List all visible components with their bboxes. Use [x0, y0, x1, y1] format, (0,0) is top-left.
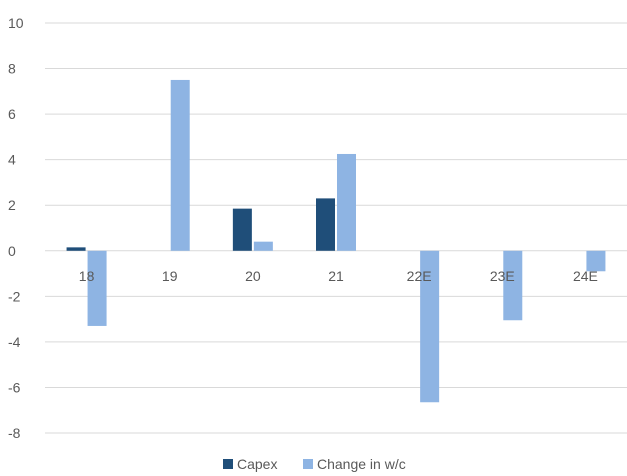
bar-change-in-w-c-24e [586, 250, 606, 272]
bar-change-in-w-c-18 [87, 250, 107, 326]
x-tick-label: 23E [490, 268, 515, 284]
bar-change-in-w-c-19 [170, 79, 190, 251]
legend-swatch-capex [223, 459, 233, 469]
y-tick-label: -2 [8, 288, 21, 304]
x-tick-label: 22E [407, 268, 432, 284]
legend: Capex Change in w/c [223, 456, 406, 472]
y-tick-label: 8 [8, 61, 16, 77]
legend-swatch-change-in-wc [303, 459, 313, 469]
bar-capex-21 [316, 198, 335, 251]
gridlines [45, 22, 627, 434]
bar-change-in-w-c-20 [253, 241, 273, 251]
bar-series [66, 79, 606, 403]
legend-label-change-in-wc: Change in w/c [317, 456, 406, 472]
y-tick-label: 6 [8, 106, 16, 122]
x-tick-label: 18 [79, 268, 95, 284]
bar-capex-18 [66, 247, 86, 251]
y-tick-label: 2 [8, 197, 16, 213]
bar-change-in-w-c-23e [503, 250, 523, 321]
x-tick-label: 24E [573, 268, 598, 284]
x-tick-label: 20 [245, 268, 261, 284]
y-tick-label: 4 [8, 152, 16, 168]
x-axis-ticks: 18 19 20 21 22E 23E 24E [79, 268, 598, 284]
y-tick-label: -8 [8, 425, 21, 441]
y-tick-label: 0 [8, 243, 16, 259]
bar-change-in-w-c-22e [420, 250, 440, 403]
y-axis-ticks: 10 8 6 4 2 0 -2 -4 -6 -8 [8, 15, 24, 441]
bar-capex-20 [232, 208, 252, 251]
legend-label-capex: Capex [237, 456, 277, 472]
x-tick-label: 19 [162, 268, 178, 284]
x-tick-label: 21 [328, 268, 344, 284]
bar-change-in-w-c-21 [337, 153, 356, 251]
y-tick-label: -6 [8, 379, 21, 395]
y-tick-label: 10 [8, 15, 24, 31]
y-tick-label: -4 [8, 334, 21, 350]
